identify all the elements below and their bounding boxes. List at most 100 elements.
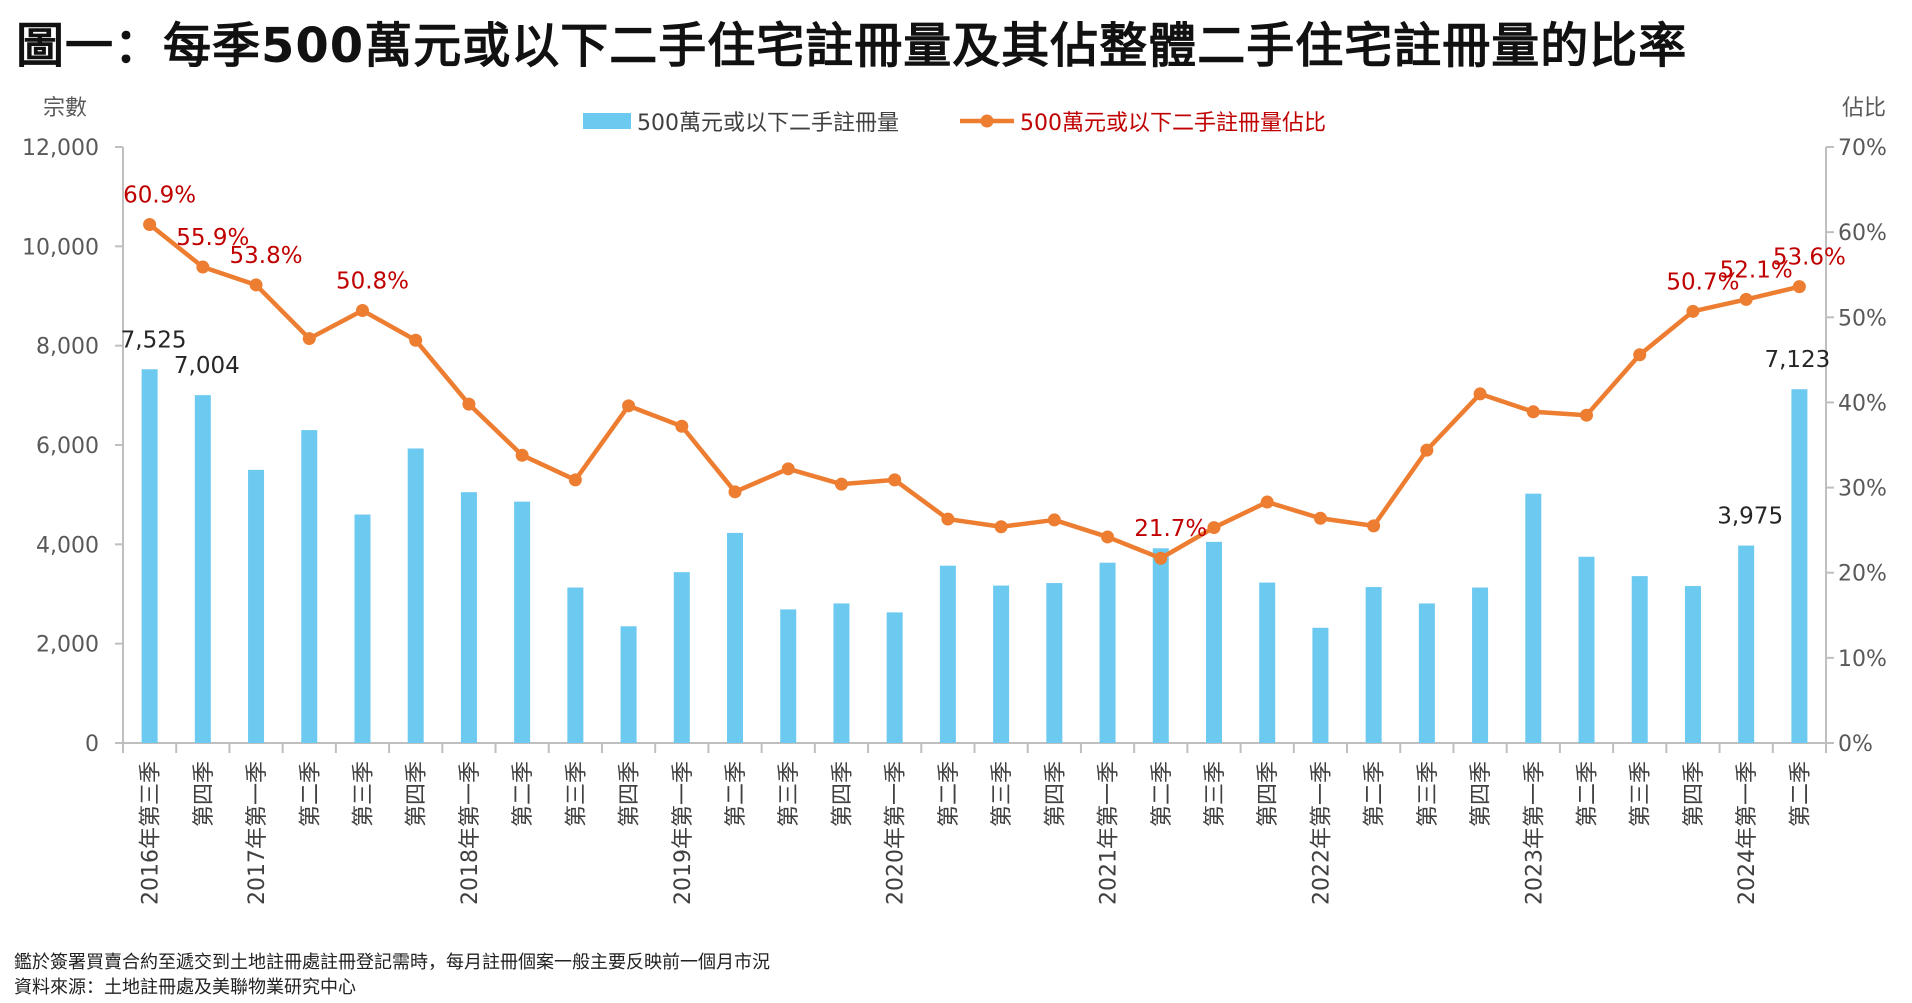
bar (1578, 556, 1595, 743)
bar (194, 395, 211, 743)
ratio-data-label: 50.7% (1666, 269, 1739, 295)
bar (1472, 587, 1489, 743)
ratio-point (1047, 513, 1061, 527)
left-axis-tick-label: 4,000 (36, 533, 99, 558)
x-axis-category-label: 第二季 (1576, 761, 1601, 827)
x-axis-category-label: 第四季 (618, 761, 643, 827)
x-axis-category-label: 2020年第一季 (884, 761, 909, 905)
x-axis-category-label: 第二季 (724, 761, 749, 827)
bar (1525, 493, 1542, 743)
ratio-data-label: 60.9% (123, 182, 196, 208)
ratio-point (1420, 443, 1434, 457)
bar-data-label: 7,525 (121, 327, 187, 353)
bar (993, 585, 1010, 743)
ratio-data-label: 52.1% (1720, 257, 1793, 283)
x-axis-category-label: 第二季 (298, 761, 323, 827)
ratio-point (409, 333, 423, 347)
bar-data-label: 7,004 (174, 353, 240, 379)
ratio-point (781, 462, 795, 476)
x-axis-category-label: 第四季 (1256, 761, 1281, 827)
bar (727, 532, 744, 743)
bar (1046, 583, 1063, 743)
left-axis-tick-label: 2,000 (36, 633, 99, 658)
left-axis-title: 宗數 (43, 96, 87, 121)
bar-data-label: 7,123 (1764, 347, 1830, 373)
x-axis-category-label: 第四季 (1469, 761, 1494, 827)
ratio-point (1473, 387, 1487, 401)
legend-line-label: 500萬元或以下二手註冊量佔比 (1020, 111, 1326, 136)
x-axis-category-label: 第三季 (1629, 761, 1654, 827)
footnote-note: 鑑於簽署買賣合約至遞交到土地註冊處註冊登記需時，每月註冊個案一般主要反映前一個月… (14, 952, 770, 973)
bar (939, 565, 956, 743)
x-axis-category-label: 第四季 (1682, 761, 1707, 827)
ratio-point (994, 520, 1008, 534)
ratio-point (1154, 551, 1168, 565)
bar-data-label: 3,975 (1717, 504, 1783, 530)
ratio-point (1101, 530, 1115, 544)
x-axis-category-label: 第四季 (192, 761, 217, 827)
ratio-point (1633, 348, 1647, 362)
ratio-data-label: 53.6% (1773, 245, 1846, 271)
ratio-data-label: 50.8% (336, 268, 409, 294)
ratio-point (568, 473, 582, 487)
ratio-point (834, 477, 848, 491)
x-axis-category-label: 第二季 (1363, 761, 1388, 827)
bar (673, 572, 690, 743)
bar (567, 587, 584, 743)
bar (1365, 587, 1382, 743)
ratio-point (249, 278, 263, 292)
x-axis-category-label: 第三季 (990, 761, 1015, 827)
ratio-point (302, 332, 316, 346)
ratio-point (462, 397, 476, 411)
x-axis-category-label: 2023年第一季 (1522, 761, 1547, 905)
legend-bar-label: 500萬元或以下二手註冊量 (637, 111, 899, 136)
bar (407, 448, 424, 743)
ratio-point (1580, 408, 1594, 422)
ratio-point (888, 473, 902, 487)
ratio-point (143, 217, 157, 231)
legend-line-marker (980, 114, 994, 128)
x-axis-category-label: 第二季 (1788, 761, 1813, 827)
left-axis-tick-label: 6,000 (36, 434, 99, 459)
right-axis-tick-label: 10% (1838, 647, 1887, 672)
right-axis-tick-label: 0% (1838, 732, 1873, 757)
right-axis-tick-label: 60% (1838, 221, 1887, 246)
ratio-point (1686, 304, 1700, 318)
right-axis-tick-label: 70% (1838, 136, 1887, 161)
ratio-data-label: 55.9% (176, 225, 249, 251)
x-axis-category-label: 第四季 (405, 761, 430, 827)
x-axis-category-label: 第四季 (830, 761, 855, 827)
bar (1631, 576, 1648, 743)
x-axis-category-label: 第三季 (1416, 761, 1441, 827)
x-axis-category-label: 第二季 (937, 761, 962, 827)
ratio-point (1313, 511, 1327, 525)
bar (1152, 548, 1169, 743)
bar (886, 612, 903, 743)
bar (1259, 582, 1276, 743)
x-axis-category-label: 第二季 (511, 761, 536, 827)
bar (141, 369, 158, 743)
x-axis-category-label: 2016年第三季 (139, 761, 164, 905)
bar (248, 469, 265, 743)
ratio-point (622, 399, 636, 413)
left-axis-tick-label: 8,000 (36, 335, 99, 360)
x-axis-category-label: 2019年第一季 (671, 761, 696, 905)
right-axis-tick-label: 50% (1838, 306, 1887, 331)
x-axis-category-label: 第三季 (777, 761, 802, 827)
bar (1099, 562, 1116, 743)
x-axis-category-label: 2024年第一季 (1735, 761, 1760, 905)
chart-svg: 0 2,000 4,000 6,000 8,000 10,000 12,000 0% 10% 20… (22, 96, 1887, 905)
ratio-line (148, 222, 1800, 561)
legend-bar-swatch (583, 113, 631, 129)
bar (620, 626, 637, 743)
bar (780, 609, 797, 743)
x-axis-category-label: 2017年第一季 (245, 761, 270, 905)
ratio-point (1207, 521, 1221, 535)
chart-title: 圖一：每季500萬元或以下二手住宅註冊量及其佔整體二手住宅註冊量的比率 (16, 18, 1688, 74)
right-axis-tick-label: 20% (1838, 562, 1887, 587)
bar (1791, 389, 1808, 743)
bar (1684, 586, 1701, 743)
left-axis-tick-label: 0 (85, 732, 99, 757)
bar (1738, 545, 1755, 743)
ratio-point (728, 485, 742, 499)
